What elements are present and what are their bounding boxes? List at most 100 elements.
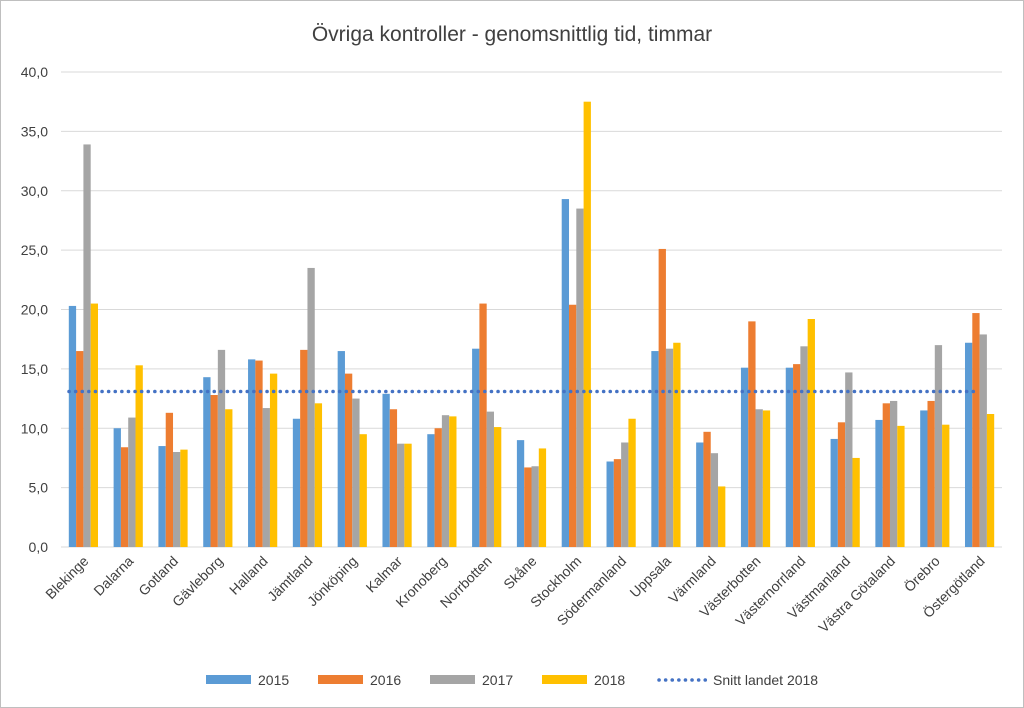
bar-2018-Halland — [269, 373, 278, 547]
bar-2017-Dalarna — [128, 417, 136, 547]
bar-2016-Kalmar — [389, 409, 398, 547]
legend-label-2017: 2017 — [482, 672, 513, 688]
bar-2016-Stockholm — [569, 304, 577, 547]
x-category-label: Örebro — [900, 552, 943, 595]
bar-2017-Jämtland — [307, 267, 315, 547]
chart-title: Övriga kontroller - genomsnittlig tid, t… — [312, 23, 712, 46]
bar-2015-Gävleborg — [203, 377, 211, 547]
bar-2016-Kronoberg — [434, 428, 442, 547]
bar-2018-Jämtland — [314, 403, 323, 547]
x-category-label: Västra Götaland — [815, 553, 898, 636]
bar-2017-Gotland — [173, 452, 181, 547]
y-tick-label: 10,0 — [21, 420, 48, 436]
legend-label-2015: 2015 — [258, 672, 289, 688]
bar-2017-Södermanland — [621, 442, 629, 547]
bar-2015-Uppsala — [651, 351, 659, 547]
bar-2018-Västra Götaland — [897, 425, 905, 547]
bar-2015-Skåne — [516, 440, 525, 547]
bar-2015-Norrbotten — [472, 348, 480, 547]
bar-2018-Västernorrland — [807, 319, 815, 547]
bar-2018-Skåne — [538, 448, 547, 547]
bar-2018-Västmanland — [852, 457, 860, 547]
bar-2015-Jönköping — [337, 351, 345, 547]
bar-2017-Blekinge — [83, 144, 91, 547]
bar-2018-Östergötland — [986, 414, 995, 547]
bar-2017-Jönköping — [352, 398, 360, 547]
y-tick-label: 40,0 — [21, 64, 48, 80]
x-category-label: Blekinge — [42, 553, 91, 602]
bar-2017-Östergötland — [979, 334, 987, 547]
legend-swatch-2015 — [206, 675, 251, 684]
bar-2016-Västerbotten — [748, 321, 756, 547]
bar-2016-Södermanland — [613, 459, 622, 547]
bar-2016-Halland — [255, 360, 263, 547]
bar-2018-Jönköping — [359, 434, 367, 547]
legend-swatch-2018 — [542, 675, 587, 684]
bar-2015-Blekinge — [68, 305, 77, 547]
bar-2015-Södermanland — [606, 461, 614, 547]
bar-2018-Gävleborg — [225, 409, 233, 547]
bar-2016-Blekinge — [76, 351, 84, 547]
x-category-label: Halland — [226, 553, 271, 598]
bar-2018-Uppsala — [673, 342, 681, 547]
bar-2016-Dalarna — [120, 447, 129, 547]
legend-label-2016: 2016 — [370, 672, 401, 688]
bar-2017-Norrbotten — [486, 411, 494, 547]
bar-2018-Dalarna — [135, 365, 143, 547]
bar-2018-Kronoberg — [449, 416, 457, 547]
y-tick-label: 5,0 — [29, 480, 49, 496]
legend-swatch-2017 — [430, 675, 475, 684]
bar-2017-Skåne — [531, 466, 539, 547]
legend-label-2018: 2018 — [594, 672, 625, 688]
bar-2016-Gävleborg — [210, 395, 218, 547]
bar-2017-Västra Götaland — [889, 400, 898, 547]
bar-2017-Gävleborg — [217, 349, 226, 547]
bar-2017-Kronoberg — [441, 415, 450, 547]
bar-2018-Norrbotten — [493, 427, 502, 547]
bar-2017-Halland — [262, 408, 270, 547]
bar-2016-Jämtland — [300, 349, 308, 547]
bar-2015-Stockholm — [561, 199, 570, 547]
x-category-label: Dalarna — [90, 553, 136, 599]
bar-2017-Västerbotten — [755, 409, 763, 547]
bar-2015-Västmanland — [830, 438, 838, 547]
y-tick-label: 25,0 — [21, 242, 48, 258]
bar-2015-Jämtland — [292, 418, 301, 547]
bar-2017-Örebro — [934, 345, 943, 547]
bar-2015-Västra Götaland — [875, 419, 883, 547]
bar-2016-Uppsala — [658, 248, 666, 547]
bar-2015-Värmland — [696, 442, 704, 547]
bar-2017-Kalmar — [397, 443, 405, 547]
bar-2018-Gotland — [180, 449, 188, 547]
bar-2017-Uppsala — [665, 348, 674, 547]
bar-2015-Västernorrland — [785, 367, 794, 547]
bar-2018-Västerbotten — [762, 410, 771, 547]
y-tick-label: 15,0 — [21, 361, 48, 377]
bar-2017-Stockholm — [576, 208, 584, 547]
bar-2015-Kalmar — [382, 393, 390, 547]
bar-2016-Skåne — [524, 467, 532, 547]
bar-2017-Västmanland — [845, 372, 853, 547]
bar-2016-Örebro — [927, 400, 935, 547]
bar-2016-Västernorrland — [793, 364, 801, 547]
legend-label-reference: Snitt landet 2018 — [713, 672, 818, 688]
bar-2016-Gotland — [165, 412, 174, 547]
bar-2016-Värmland — [703, 431, 711, 547]
bars — [68, 101, 995, 547]
legend-swatch-2016 — [318, 675, 363, 684]
y-tick-label: 0,0 — [29, 539, 49, 555]
legend: 2015 2016 2017 2018 Snitt landet 2018 — [206, 672, 818, 688]
y-tick-label: 35,0 — [21, 123, 48, 139]
bar-2018-Blekinge — [90, 303, 99, 547]
bar-2015-Dalarna — [113, 428, 121, 547]
bar-2016-Östergötland — [972, 313, 980, 547]
bar-2016-Västra Götaland — [882, 403, 890, 547]
bar-2018-Värmland — [718, 486, 726, 547]
y-axis-ticks: 0,0 5,0 10,0 15,0 20,0 25,0 30,0 35,0 40,0 — [21, 64, 48, 555]
bar-2015-Gotland — [158, 446, 166, 547]
bar-2017-Västernorrland — [800, 346, 808, 547]
y-tick-label: 20,0 — [21, 302, 48, 318]
